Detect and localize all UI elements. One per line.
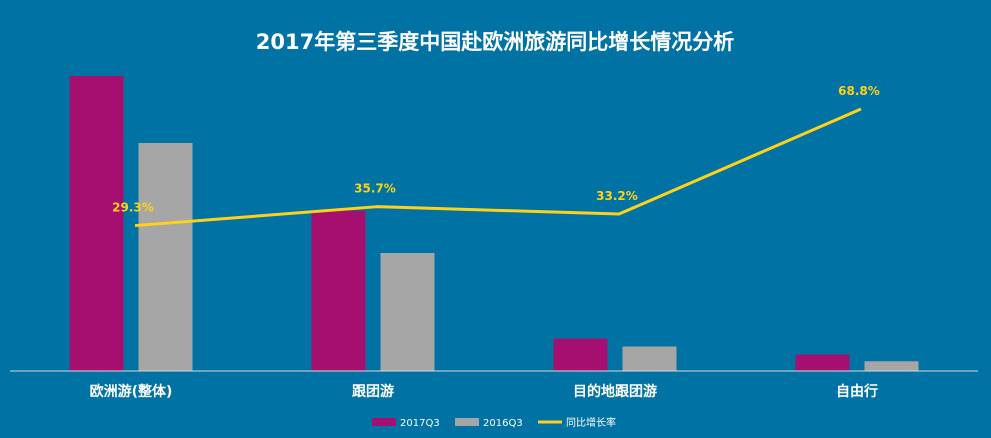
legend: 2017Q3 2016Q3 同比增长率 xyxy=(372,416,616,429)
growth-label-0: 29.3% xyxy=(112,201,154,215)
category-label-1: 跟团游 xyxy=(352,383,394,400)
category-label-2: 目的地跟团游 xyxy=(573,383,657,400)
legend-swatch-1 xyxy=(455,418,479,426)
bar-layer xyxy=(69,76,919,371)
bar-2017Q3-3 xyxy=(795,354,850,371)
bar-2017Q3-0 xyxy=(69,76,124,371)
legend-swatch-0 xyxy=(372,418,396,426)
growth-label-3: 68.8% xyxy=(838,84,880,98)
bar-2016Q3-0 xyxy=(138,142,193,371)
growth-label-2: 33.2% xyxy=(596,189,638,203)
bar-2017Q3-1 xyxy=(311,210,366,371)
growth-label-1: 35.7% xyxy=(354,182,396,196)
legend-label-2: 同比增长率 xyxy=(566,416,616,429)
chart-title: 2017年第三季度中国赴欧洲旅游同比增长情况分析 xyxy=(256,30,734,54)
legend-label-1: 2016Q3 xyxy=(483,418,523,429)
bar-2017Q3-2 xyxy=(553,338,608,371)
bar-2016Q3-2 xyxy=(622,346,677,371)
bar-2016Q3-1 xyxy=(380,253,435,371)
growth-line-layer: 29.3% 35.7% 33.2% 68.8% xyxy=(112,84,880,228)
category-label-0: 欧洲游(整体) xyxy=(90,383,173,400)
category-label-3: 自由行 xyxy=(836,383,878,400)
bar-2016Q3-3 xyxy=(864,361,919,371)
legend-label-0: 2017Q3 xyxy=(400,418,440,429)
growth-line xyxy=(134,107,862,228)
category-labels: 欧洲游(整体) 跟团游 目的地跟团游 自由行 xyxy=(90,383,878,400)
